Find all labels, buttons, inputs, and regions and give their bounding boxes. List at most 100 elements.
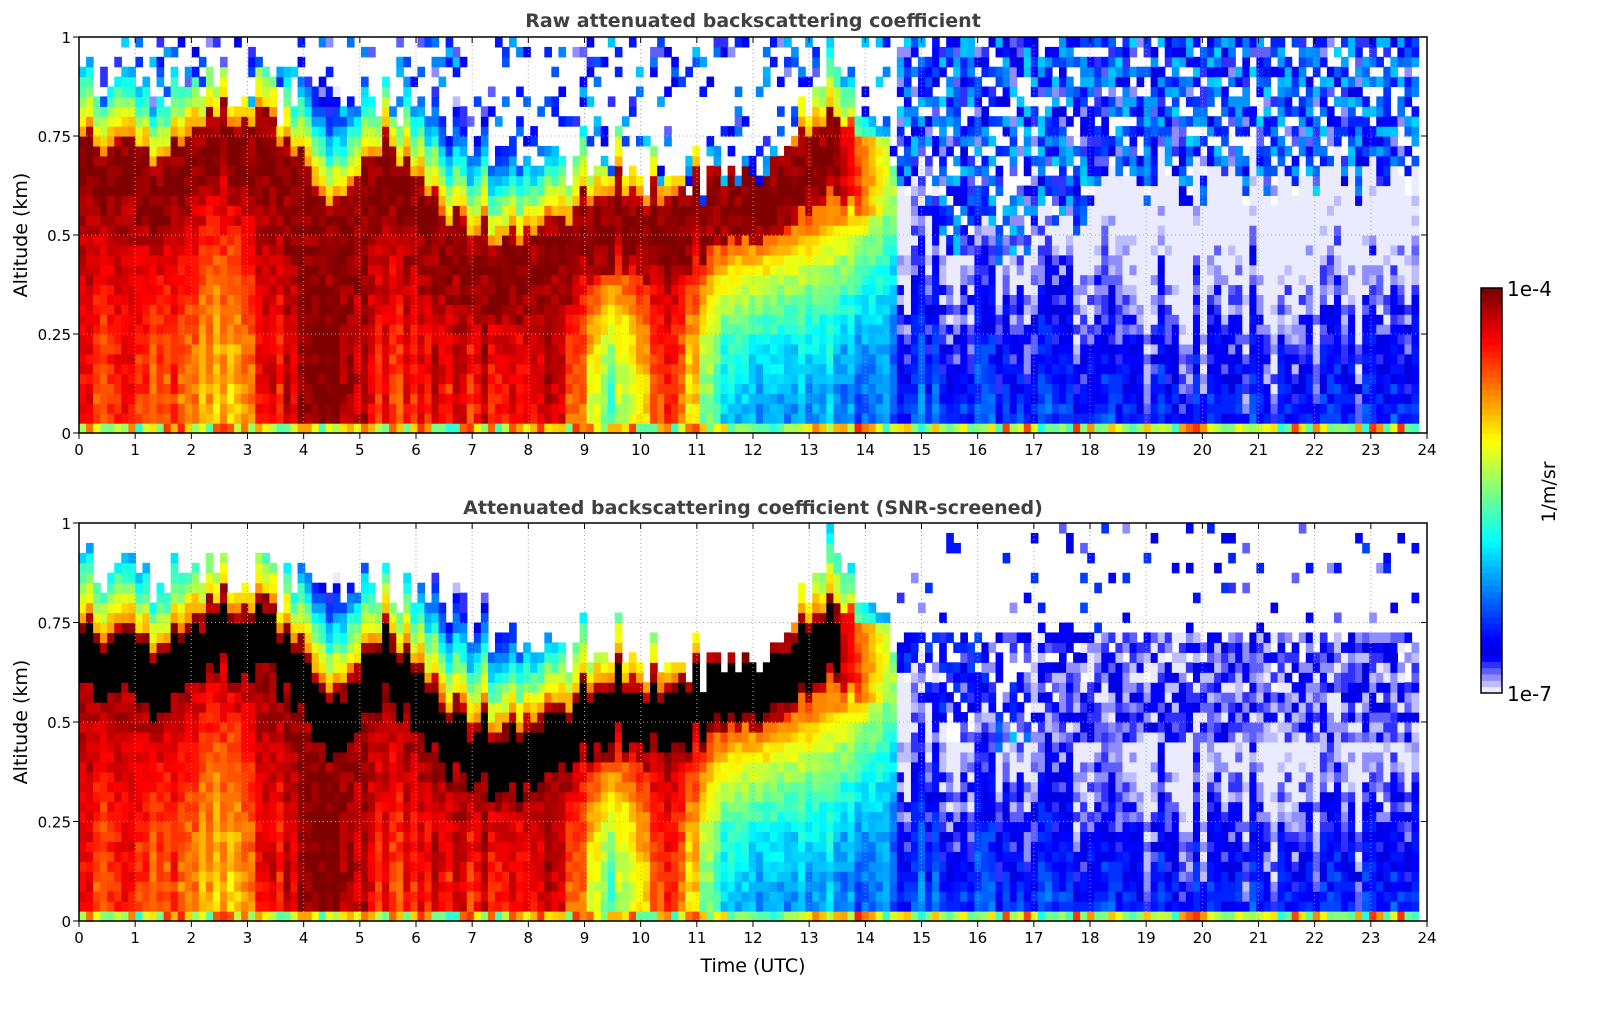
heatmap-cell [784,284,792,295]
heatmap-cell [417,126,426,137]
heatmap-cell [1087,393,1095,404]
heatmap-cell [290,393,299,404]
heatmap-cell [769,403,778,414]
heatmap-cell [565,393,574,404]
heatmap-cell [882,225,891,236]
heatmap-cell [530,235,538,246]
heatmap-cell [1066,225,1074,236]
heatmap-cell [466,175,475,187]
heatmap-cell [431,244,440,256]
heatmap-cell [353,324,362,335]
heatmap-cell [643,274,651,286]
heatmap-cell [1080,403,1088,414]
heatmap-cell [847,423,856,434]
heatmap-cell [1059,225,1067,236]
heatmap-cell [614,165,623,177]
heatmap-cell [403,274,411,286]
heatmap-cell [734,254,743,266]
heatmap-cell [325,205,334,216]
heatmap-cell [988,423,997,434]
heatmap-cell [121,145,129,157]
heatmap-cell [727,284,736,295]
heatmap-cell [227,225,235,236]
heatmap-cell [621,185,630,196]
heatmap-cell [361,254,369,266]
heatmap-cell [417,294,426,305]
heatmap-cell [1051,215,1060,226]
heatmap-cell [530,274,538,286]
heatmap-cell [325,353,334,365]
heatmap-cell [163,373,172,385]
heatmap-cell [445,324,454,335]
heatmap-cell [241,254,249,266]
heatmap-cell [967,314,975,325]
heatmap-cell [234,244,242,256]
heatmap-cell [220,353,228,365]
heatmap-cell [551,343,560,355]
heatmap-cell [1002,314,1011,325]
heatmap-cell [889,413,898,424]
heatmap-cell [473,264,482,276]
heatmap-cell [403,225,411,236]
heatmap-cell [643,373,651,385]
heatmap-cell [784,274,792,286]
heatmap-cell [932,116,940,127]
heatmap-cell [502,155,510,167]
heatmap-cell [1080,86,1088,97]
heatmap-cell [664,363,672,375]
heatmap-cell [487,235,496,246]
heatmap-cell [1094,264,1102,276]
heatmap-cell [932,324,940,335]
heatmap-cell [227,244,235,256]
heatmap-cell [586,215,595,226]
heatmap-cell [1030,195,1039,206]
heatmap-cell [79,155,87,167]
heatmap-cell [332,403,341,414]
heatmap-cell [798,383,806,394]
heatmap-cell [212,96,221,107]
heatmap-cell [431,314,440,325]
heatmap-cell [967,383,975,394]
heatmap-cell [812,373,820,385]
heatmap-cell [720,383,729,394]
heatmap-cell [1051,136,1060,147]
heatmap-cell [382,175,390,187]
heatmap-cell [551,413,560,424]
heatmap-cell [833,343,842,355]
heatmap-cell [227,185,235,196]
heatmap-cell [502,353,510,365]
heatmap-cell [755,393,764,404]
heatmap-cell [748,334,757,345]
heatmap-cell [494,175,503,187]
heatmap-cell [875,314,884,325]
heatmap-cell [974,284,983,295]
heatmap-cell [819,304,827,315]
heatmap-cell [459,235,468,246]
heatmap-cell [177,185,186,196]
heatmap-cell [332,165,341,177]
heatmap-cell [650,264,658,276]
heatmap-cell [812,353,820,365]
heatmap-cell [896,403,905,414]
heatmap-cell [516,86,524,97]
heatmap-cell [480,343,489,355]
heatmap-cell [671,294,679,305]
heatmap-cell [403,343,411,355]
heatmap-cell [353,254,362,266]
heatmap-cell [473,136,482,147]
heatmap-cell [311,235,320,246]
heatmap-cell [939,324,947,335]
heatmap-cell [650,373,658,385]
heatmap-cell [1051,343,1060,355]
heatmap-cell [346,215,355,226]
heatmap-cell [79,126,87,137]
heatmap-cell [628,393,637,404]
heatmap-cell [304,373,313,385]
heatmap-cell [621,314,630,325]
heatmap-cell [812,136,820,147]
heatmap-cell [1087,165,1095,177]
heatmap-cell [170,383,179,394]
heatmap-cell [205,254,214,266]
heatmap-cell [755,225,764,236]
heatmap-cell [1066,235,1074,246]
